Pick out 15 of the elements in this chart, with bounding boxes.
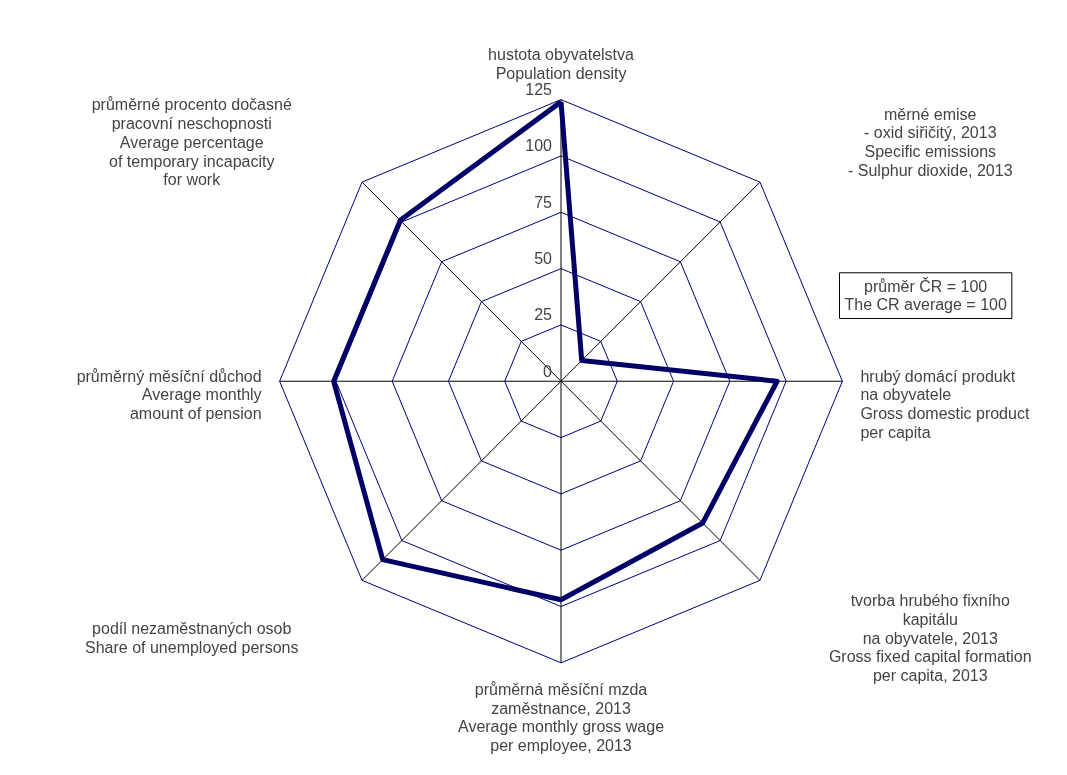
y-tick-label: 25: [534, 306, 553, 324]
y-tick-label: 125: [525, 81, 553, 99]
y-tick-label: 50: [534, 250, 553, 268]
y-tick-label: 0: [543, 362, 553, 380]
spoke-label: hrubý domácí produkt na obyvatele Gross domestic product per capita: [860, 367, 1030, 441]
y-tick-label: 100: [525, 137, 553, 155]
spoke-label: podíl nezaměstnaných osob Share of unemployed persons: [85, 620, 299, 657]
spoke-label: tvorba hrubého fixního kapitálu na obyvatele, 2013 Gross fixed capital formation per capita, 2013: [828, 592, 1032, 685]
spoke-label: průměrná měsíční mzda zaměstnance, 2013 Average monthly gross wage per employee, 2013: [457, 680, 665, 754]
spoke-label: hustota obyvatelstva Population density: [488, 45, 635, 82]
spoke-label: měrné emise - oxid siřičitý, 2013 Specific emissions - Sulphur dioxide, 2013: [848, 105, 1013, 179]
spoke-label: průměrný měsíční důchod Average monthly amount of pension: [76, 367, 262, 423]
spoke-label: průměrné procento dočasné pracovní neschopnosti Average percentage of temporary incapacity for work: [91, 96, 292, 189]
y-tick-label: 75: [534, 193, 553, 211]
text: průměr ČR = 100 The CR average = 100: [844, 276, 1007, 314]
